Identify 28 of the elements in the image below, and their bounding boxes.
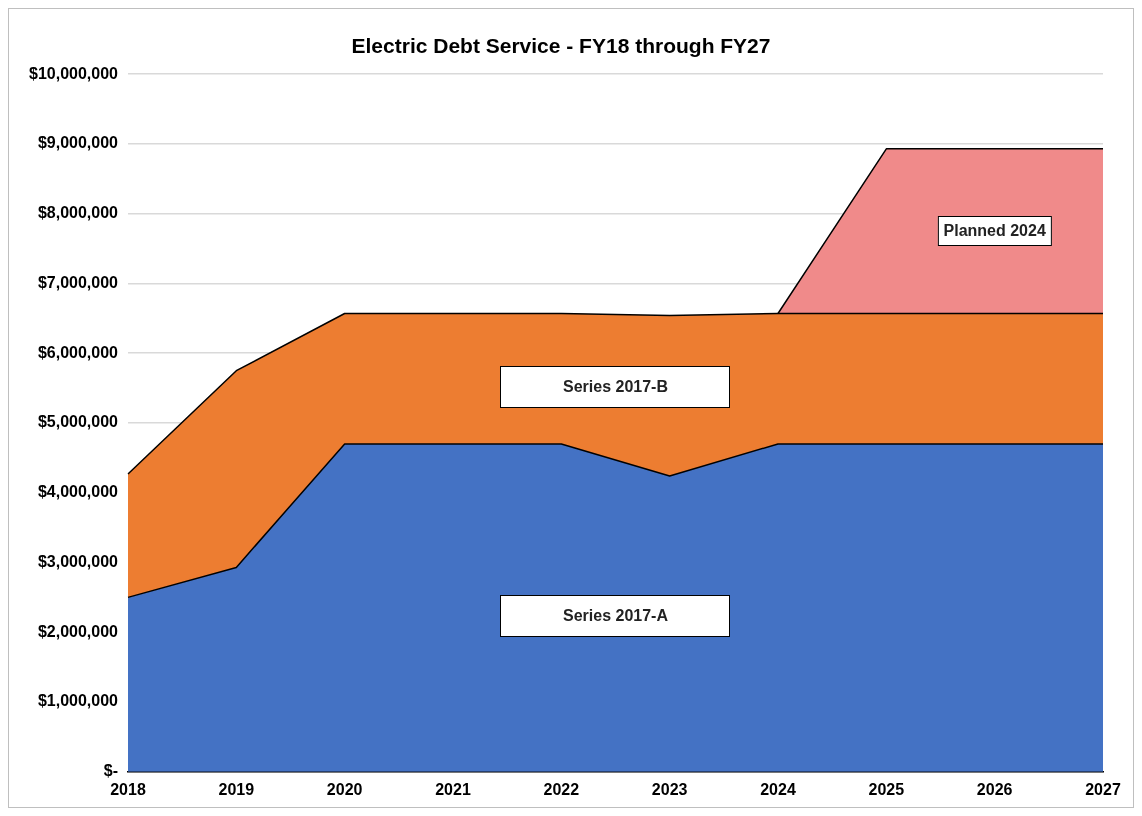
- label-box: Series 2017-B: [500, 366, 731, 409]
- y-tick-label: $8,000,000: [37, 204, 119, 222]
- x-tick-label: 2020: [326, 780, 363, 798]
- y-tick-label: $6,000,000: [37, 343, 119, 361]
- x-tick-label: 2026: [976, 780, 1013, 798]
- y-tick-label: $4,000,000: [37, 483, 119, 501]
- y-tick-label: $3,000,000: [37, 552, 119, 570]
- x-tick-label: 2021: [435, 780, 471, 798]
- series-label: Series 2017-B: [563, 378, 668, 396]
- y-tick-label: $9,000,000: [37, 134, 119, 152]
- series-label: Planned 2024: [943, 222, 1046, 240]
- x-tick-label: 2018: [110, 780, 146, 798]
- series-label: Series 2017-A: [563, 606, 668, 624]
- label-box: Planned 2024: [937, 216, 1052, 247]
- y-tick-label: $-: [103, 762, 118, 780]
- y-tick-label: $5,000,000: [37, 413, 119, 431]
- x-tick-label: 2024: [760, 780, 796, 798]
- x-tick-label: 2019: [218, 780, 255, 798]
- chart-title: Electric Debt Service - FY18 through FY27: [351, 34, 771, 58]
- y-tick-label: $10,000,000: [28, 64, 119, 82]
- x-tick-label: 2027: [1085, 780, 1121, 798]
- x-tick-label: 2023: [651, 780, 688, 798]
- y-tick-label: $1,000,000: [37, 692, 119, 710]
- y-tick-label: $2,000,000: [37, 622, 119, 640]
- x-tick-label: 2022: [543, 780, 580, 798]
- x-tick-label: 2025: [868, 780, 905, 798]
- y-tick-label: $7,000,000: [37, 273, 119, 291]
- label-box: Series 2017-A: [500, 594, 731, 637]
